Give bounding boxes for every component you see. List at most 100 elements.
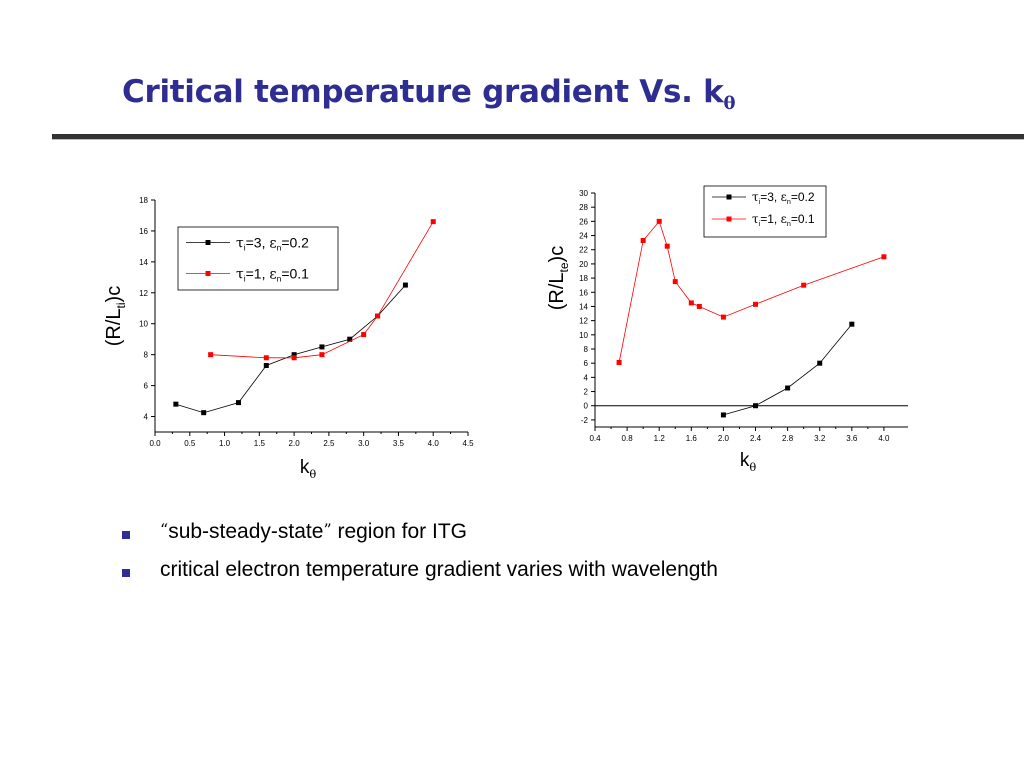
series-line-1 (175, 284, 406, 414)
y-tick-label: 6 (144, 382, 149, 391)
data-point (801, 282, 807, 288)
legend-marker (205, 240, 211, 245)
x-tick-label: 3.0 (358, 439, 370, 448)
y-tick-label: 8 (144, 351, 149, 360)
legend-epsilon: ε (781, 190, 787, 204)
x-tick-label: 2.0 (289, 439, 301, 448)
bullet-text: critical electron temperature gradient v… (160, 558, 718, 581)
legend-end: =0.2 (281, 234, 309, 250)
legend-box (177, 226, 339, 291)
data-point (319, 352, 325, 358)
chart-1: 0.0 0.5 1.0 1.5 2.0 2.5 3.0 3.5 4.0 4.5 4 6 8 10 12 14 1… (103, 196, 474, 481)
y-tick-label: 6 (584, 359, 589, 368)
y-tick-label: 12 (579, 317, 588, 326)
data-point (430, 219, 436, 225)
x-tick-label: 2.8 (782, 434, 794, 443)
y-tick-label: 2 (584, 388, 589, 397)
y-tick-label: 0 (584, 402, 589, 411)
data-point (656, 218, 662, 224)
y-tick-label: 26 (579, 217, 588, 226)
x-tick-label: 4.0 (428, 439, 440, 448)
data-point (696, 303, 702, 309)
x-tick-label: 4.0 (878, 434, 890, 443)
data-point (375, 313, 381, 319)
x-tick-label: 2.0 (718, 434, 730, 443)
legend-end: =0.1 (281, 265, 309, 281)
legend-tau: τ (236, 235, 244, 251)
data-point (720, 314, 726, 320)
y-tick-label: 14 (579, 302, 588, 311)
x-tick-label: 1.6 (686, 434, 698, 443)
y-axis-label-text: (R/L (546, 272, 568, 310)
bullet-text-a: sub-steady-state (168, 520, 324, 543)
y-axis-label-end: )c (546, 246, 568, 263)
data-point (173, 401, 179, 407)
legend-subscript-i: i (759, 197, 761, 206)
x-tick-label: 0.4 (589, 434, 601, 443)
legend-subscript-n: n (787, 197, 791, 206)
y-tick-label: 10 (579, 331, 588, 340)
legend-epsilon: ε (269, 235, 276, 251)
data-point (616, 359, 622, 365)
x-axis-label-subscript: θ (309, 467, 316, 481)
y-axis-label: (R/Lte)c (546, 246, 571, 310)
y-tick-label: 18 (579, 274, 588, 283)
title-divider (52, 134, 1024, 139)
legend-subscript-n: n (787, 219, 791, 228)
x-axis-label-text: k (740, 450, 750, 471)
y-axis-label: (R/Lti)c (103, 286, 128, 346)
data-point (201, 410, 207, 416)
y-tick-label: 18 (139, 196, 148, 205)
legend-label: τi=1, εn=0.1 (752, 212, 815, 228)
x-tick-label: 1.0 (219, 439, 231, 448)
y-tick-label: 12 (139, 289, 148, 298)
x-axis-label-subscript: θ (749, 460, 756, 474)
legend-marker (205, 271, 211, 276)
data-point (688, 300, 694, 306)
y-tick-label: 24 (579, 232, 588, 241)
y-tick-label: 28 (579, 203, 588, 212)
bullet-text-b: region for ITG (331, 520, 468, 543)
bullet-square-icon (122, 569, 130, 577)
bullet-item-1: “sub-steady-state” region for ITG (120, 520, 718, 558)
y-tick-label: 14 (139, 258, 148, 267)
data-point (672, 279, 678, 285)
legend-tau: τ (236, 266, 244, 282)
data-point (263, 362, 269, 368)
x-tick-label: 1.2 (654, 434, 666, 443)
y-axis-label-subscript: te (557, 262, 571, 272)
data-point (720, 412, 726, 418)
x-tick-label: 0.0 (149, 439, 161, 448)
title-divider-shadow (52, 139, 1024, 140)
legend-tau: τ (752, 190, 759, 204)
legend-marker (726, 216, 732, 222)
data-point (291, 352, 297, 358)
bullet-quote-close: ” (323, 520, 332, 539)
legend-label: τi=1, εn=0.1 (236, 265, 309, 283)
x-tick-label: 3.5 (393, 439, 405, 448)
y-tick-label: 22 (579, 246, 588, 255)
legend-mid: =3, (760, 190, 780, 204)
data-point (235, 400, 241, 406)
x-tick-label: 4.5 (462, 439, 474, 448)
chart-2: 0.4 0.8 1.2 1.6 2.0 2.4 2.8 3.2 3.6 4.0-202468101… (546, 185, 908, 474)
legend-mid: =1, (760, 212, 780, 226)
slide-title: Critical temperature gradient Vs. kθ (122, 74, 735, 114)
data-point (785, 385, 791, 391)
y-tick-label: 8 (584, 345, 589, 354)
data-point (319, 344, 325, 350)
legend-tau: τ (752, 212, 759, 226)
legend-mid: =1, (246, 265, 270, 281)
legend-marker (726, 194, 732, 200)
x-axis-label: kθ (740, 450, 757, 474)
legend-subscript-i: i (244, 273, 246, 283)
legend-end: =0.1 (791, 212, 815, 226)
data-point (263, 355, 269, 361)
y-tick-label: 16 (579, 288, 588, 297)
bullet-item-2: critical electron temperature gradient v… (120, 558, 718, 596)
data-point (347, 336, 353, 342)
x-axis-label-text: k (300, 457, 310, 478)
x-tick-label: 0.8 (622, 434, 634, 443)
data-point (361, 332, 367, 338)
y-tick-label: 20 (579, 260, 588, 269)
